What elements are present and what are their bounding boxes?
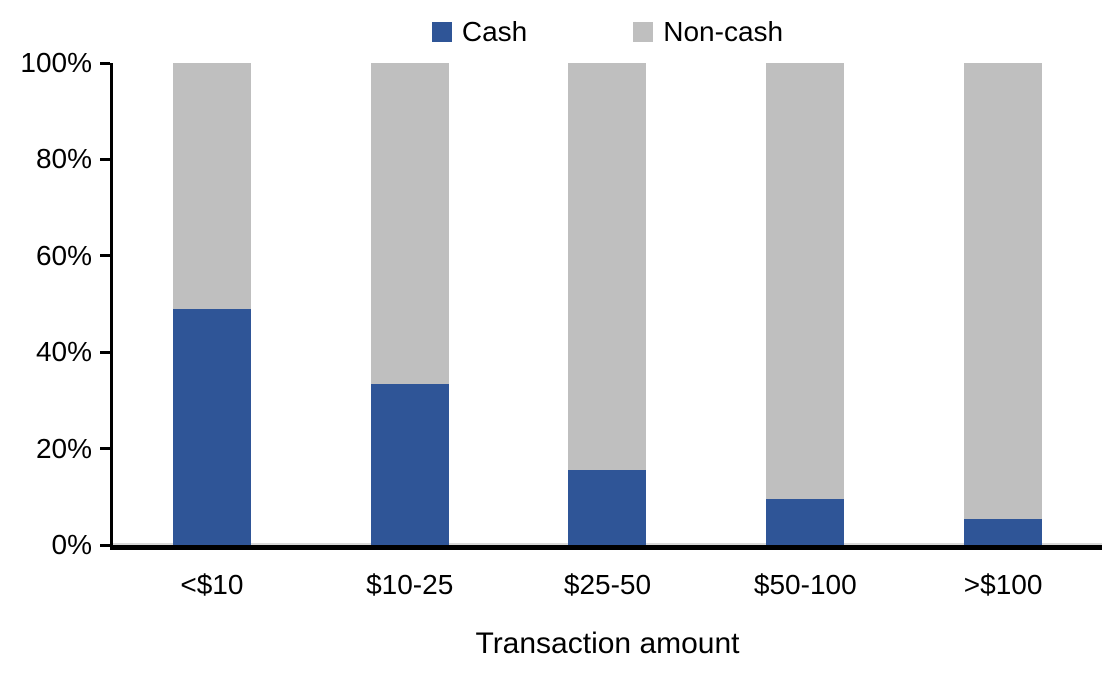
y-tick-mark <box>100 447 110 451</box>
bar-segment-cash <box>568 470 647 545</box>
y-tick-label: 80% <box>35 143 92 175</box>
stacked-bar <box>370 63 449 545</box>
stacked-bar <box>964 63 1043 545</box>
bar-segment-cash <box>766 499 845 545</box>
stacked-bar <box>172 63 251 545</box>
y-axis: 0% 20% 40% 60% 80% 100% <box>0 49 110 559</box>
legend-label-cash: Cash <box>461 16 528 48</box>
x-labels-row: <$10 $10-25 $25-50 $50-100 >$100 <box>113 567 1102 603</box>
cash-swatch-icon <box>431 22 452 42</box>
x-category-label: <$10 <box>180 569 244 600</box>
bar-segment-non-cash <box>568 63 647 471</box>
plot-area <box>113 63 1102 545</box>
bars-row <box>113 63 1102 545</box>
y-tick-label: 40% <box>35 336 92 368</box>
bar-slot <box>509 63 707 545</box>
bar-segment-non-cash <box>964 63 1043 519</box>
legend-item-non-cash: Non-cash <box>633 15 783 49</box>
stacked-bar <box>766 63 845 545</box>
x-category-label: $25-50 <box>563 569 652 600</box>
legend: Cash Non-cash <box>113 10 1102 54</box>
bar-segment-non-cash <box>172 63 251 309</box>
bar-slot <box>706 63 904 545</box>
bar-segment-cash <box>172 308 251 545</box>
bar-slot <box>904 63 1102 545</box>
y-tick-label: 0% <box>51 529 92 560</box>
x-axis-title: Transaction amount <box>475 627 740 660</box>
bar-segment-cash <box>370 383 449 545</box>
non-cash-swatch-icon <box>633 22 654 42</box>
bar-segment-cash <box>964 518 1043 545</box>
y-tick-mark <box>100 543 110 547</box>
x-category-label: $10-25 <box>366 569 454 600</box>
y-tick-mark <box>100 350 110 354</box>
y-tick-mark <box>100 61 110 65</box>
legend-item-cash: Cash <box>431 15 528 49</box>
bar-slot <box>311 63 509 545</box>
y-tick-label: 20% <box>35 432 92 464</box>
stacked-bar <box>568 63 647 545</box>
y-tick-mark <box>100 254 110 258</box>
legend-label-non-cash: Non-cash <box>663 16 784 48</box>
y-tick-label: 100% <box>20 47 92 78</box>
bar-segment-non-cash <box>370 63 449 384</box>
x-category-label: >$100 <box>963 569 1043 600</box>
x-axis-line <box>110 545 1102 550</box>
y-tick-mark <box>100 157 110 161</box>
y-tick-label: 60% <box>35 239 92 271</box>
bar-segment-non-cash <box>766 63 845 500</box>
x-category-label: $50-100 <box>753 569 857 600</box>
y-axis-line <box>110 63 113 550</box>
bar-slot <box>113 63 311 545</box>
